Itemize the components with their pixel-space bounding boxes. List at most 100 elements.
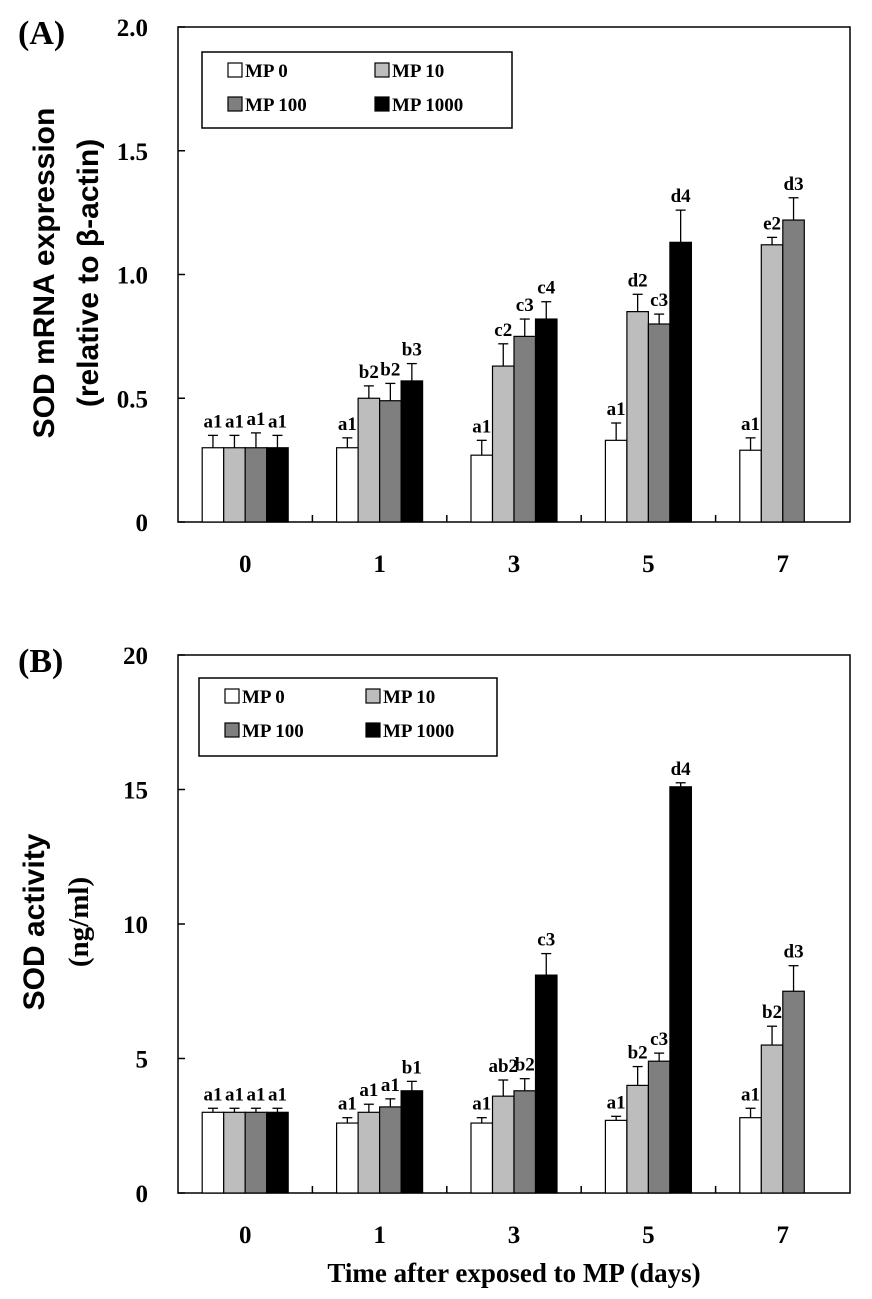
bar xyxy=(470,1122,494,1194)
significance-label: a1 xyxy=(472,1094,491,1115)
legend-swatch xyxy=(224,722,240,738)
significance-label: a1 xyxy=(246,1084,265,1105)
significance-label: ab2 xyxy=(488,1056,518,1077)
panel-b-x-axis: 0 1 3 5 7 xyxy=(239,1186,789,1249)
significance-label: d3 xyxy=(784,174,804,195)
significance-label: c2 xyxy=(494,320,512,341)
legend-swatch xyxy=(374,96,390,112)
bar xyxy=(782,219,805,523)
significance-label: a1 xyxy=(225,1084,244,1105)
bar xyxy=(513,1090,537,1194)
bar xyxy=(604,1119,628,1194)
bar xyxy=(604,439,628,523)
significance-label: b2 xyxy=(762,1002,782,1023)
bar xyxy=(379,1106,402,1194)
bar xyxy=(491,365,515,523)
significance-label: a1 xyxy=(472,416,491,437)
significance-label: a1 xyxy=(338,414,357,435)
significance-label: a1 xyxy=(268,1084,287,1105)
significance-label: a1 xyxy=(607,1092,626,1113)
significance-label: a1 xyxy=(741,1084,760,1105)
significance-label: d4 xyxy=(671,186,692,207)
legend-swatch xyxy=(365,688,381,704)
x-tick-label: 7 xyxy=(777,551,790,578)
bar xyxy=(244,1111,268,1194)
panel-b-legend: MP 0 MP 10 MP 100 MP 1000 xyxy=(198,677,498,757)
bar xyxy=(400,1090,424,1194)
significance-label: b2 xyxy=(380,359,400,380)
bar xyxy=(760,1044,784,1194)
significance-label: a1 xyxy=(225,411,244,432)
x-tick-label: 1 xyxy=(373,551,386,578)
y-tick-label: 5 xyxy=(136,1047,149,1074)
bar xyxy=(336,1122,359,1194)
panel-b-ylabel-unit: (ng/ml) xyxy=(63,877,95,967)
bar xyxy=(223,447,246,523)
bar xyxy=(534,318,558,523)
bar xyxy=(244,447,268,523)
y-tick-label: 1.5 xyxy=(117,139,148,166)
panel-a-label: (A) xyxy=(18,15,65,52)
bar xyxy=(739,1117,762,1194)
legend-label: MP 100 xyxy=(245,95,307,116)
bar xyxy=(739,449,762,523)
significance-label: d2 xyxy=(628,270,648,291)
significance-label: e2 xyxy=(763,213,781,234)
significance-label: a1 xyxy=(203,411,222,432)
significance-label: b1 xyxy=(402,1057,422,1078)
significance-label: b2 xyxy=(359,362,379,383)
bar xyxy=(336,447,359,523)
bar xyxy=(201,1111,225,1194)
bar xyxy=(626,1084,650,1194)
significance-label: a1 xyxy=(741,414,760,435)
y-tick-label: 20 xyxy=(123,643,148,670)
bar xyxy=(201,447,225,523)
legend-frame xyxy=(198,677,498,757)
x-tick-label: 1 xyxy=(373,1222,386,1249)
significance-label: d4 xyxy=(671,759,692,780)
bar xyxy=(534,974,558,1194)
significance-label: a1 xyxy=(381,1075,400,1096)
bar xyxy=(357,1111,381,1194)
y-tick-label: 10 xyxy=(123,912,148,939)
significance-label: c3 xyxy=(650,290,668,311)
bar xyxy=(760,244,784,523)
x-tick-label: 0 xyxy=(239,551,252,578)
panel-b-ylabel: SOD activity xyxy=(18,833,51,1010)
bar xyxy=(669,241,693,523)
significance-label: c4 xyxy=(537,278,555,299)
significance-label: a1 xyxy=(359,1080,378,1101)
y-tick-label: 0 xyxy=(136,510,149,537)
x-tick-label: 0 xyxy=(239,1222,252,1249)
x-tick-label: 5 xyxy=(642,551,655,578)
y-tick-label: 2.0 xyxy=(117,15,148,42)
bar xyxy=(400,380,424,523)
panel-a-ylabel-unit: (relative to β-actin) xyxy=(72,139,105,407)
legend-label: MP 1000 xyxy=(383,721,454,742)
legend-label: MP 0 xyxy=(242,687,285,708)
legend-swatch xyxy=(374,62,390,78)
legend-swatch xyxy=(227,62,243,78)
bar xyxy=(266,1111,289,1194)
legend-swatch xyxy=(365,722,381,738)
panel-b-y-axis: 0 5 10 15 20 xyxy=(123,643,185,1208)
legend-frame xyxy=(201,51,513,129)
bar xyxy=(491,1095,515,1194)
significance-label: c3 xyxy=(516,295,534,316)
legend-label: MP 100 xyxy=(242,721,304,742)
panel-b-xlabel: Time after exposed to MP (days) xyxy=(327,1258,700,1288)
significance-label: c3 xyxy=(650,1029,668,1050)
panel-a-y-axis: 0 0.5 1.0 1.5 2.0 xyxy=(117,15,185,537)
legend-swatch xyxy=(224,688,240,704)
bar xyxy=(357,397,381,523)
y-tick-label: 0.5 xyxy=(117,386,148,413)
significance-label: d3 xyxy=(784,942,804,963)
bar xyxy=(266,447,289,523)
x-tick-label: 7 xyxy=(777,1222,790,1249)
legend-label: MP 10 xyxy=(392,61,444,82)
legend-label: MP 10 xyxy=(383,687,435,708)
